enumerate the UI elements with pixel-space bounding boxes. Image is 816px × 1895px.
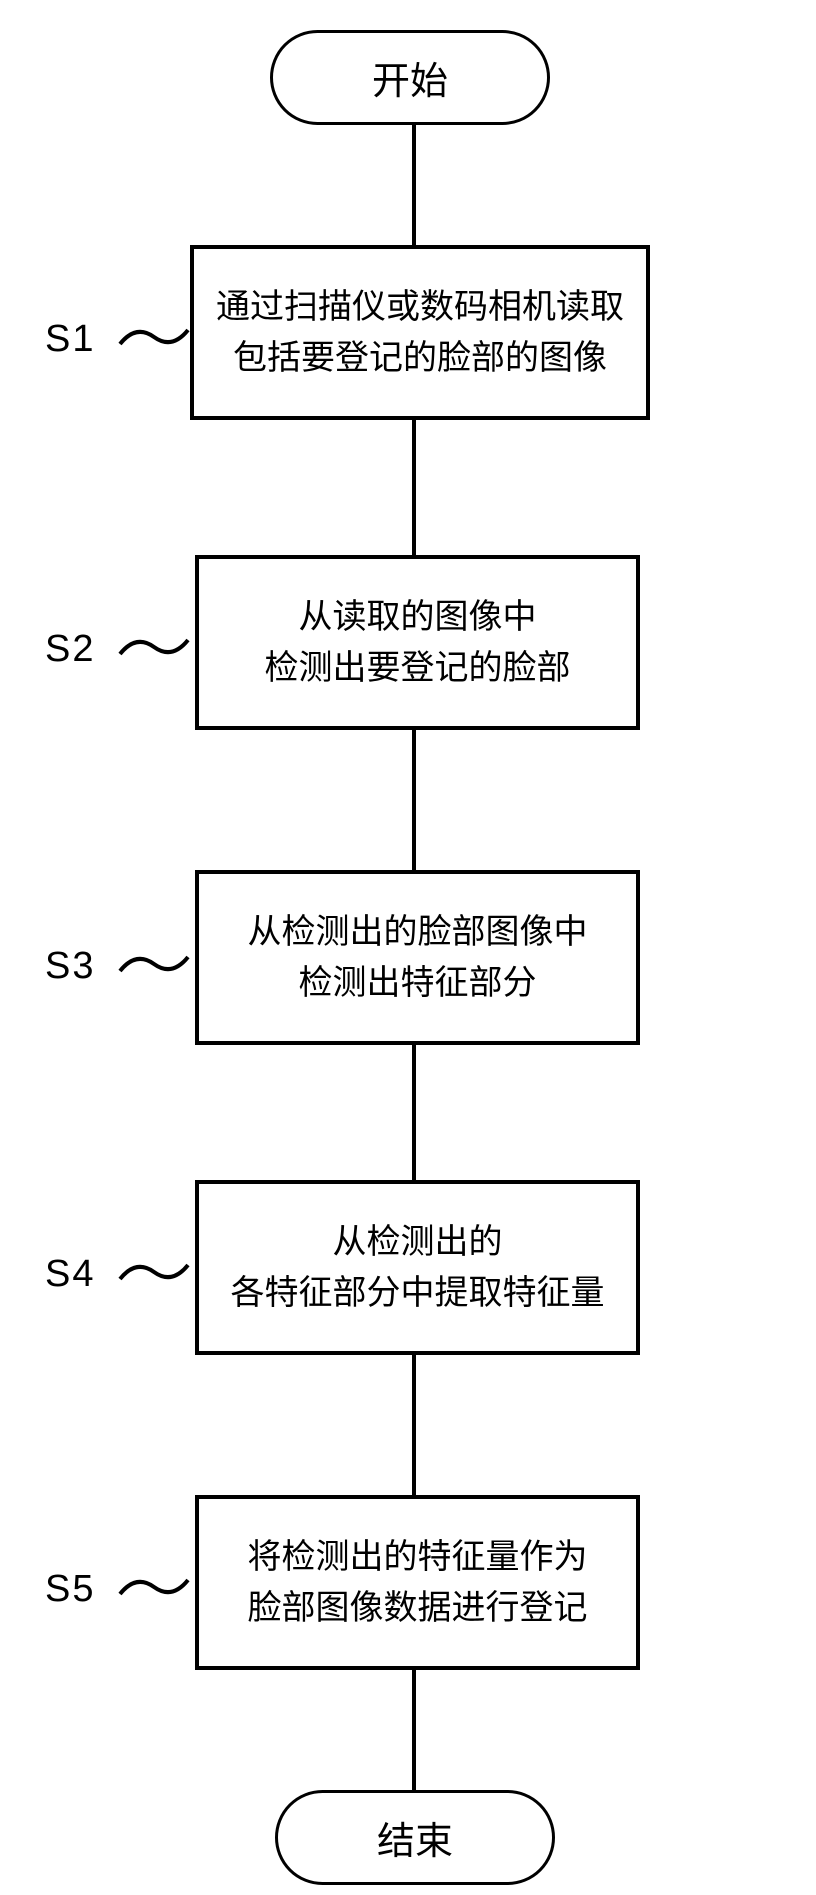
process-s3: 从检测出的脸部图像中 检测出特征部分: [195, 870, 640, 1045]
step-label-s3: S3: [45, 945, 95, 988]
step-label-s5: S5: [45, 1568, 95, 1611]
tilde-s4: [118, 1257, 190, 1287]
connector-0: [412, 125, 416, 245]
tilde-s5: [118, 1572, 190, 1602]
s3-line1: 从检测出的脸部图像中: [248, 907, 588, 958]
flowchart-container: 开始 S1 通过扫描仪或数码相机读取 包括要登记的脸部的图像 S2 从读取的图像…: [0, 0, 816, 1895]
process-s1: 通过扫描仪或数码相机读取 包括要登记的脸部的图像: [190, 245, 650, 420]
step-label-s1: S1: [45, 318, 95, 361]
connector-2: [412, 730, 416, 870]
s2-line2: 检测出要登记的脸部: [265, 643, 571, 694]
start-terminator: 开始: [270, 30, 550, 125]
connector-3: [412, 1045, 416, 1180]
s3-line2: 检测出特征部分: [299, 958, 537, 1009]
end-text: 结束: [377, 1810, 453, 1865]
s5-line1: 将检测出的特征量作为: [248, 1532, 588, 1583]
s1-line2: 包括要登记的脸部的图像: [233, 333, 607, 384]
tilde-s1: [118, 322, 190, 352]
connector-1: [412, 420, 416, 555]
connector-4: [412, 1355, 416, 1495]
tilde-s2: [118, 632, 190, 662]
step-label-s2: S2: [45, 628, 95, 671]
step-label-s4: S4: [45, 1253, 95, 1296]
s2-line1: 从读取的图像中: [299, 592, 537, 643]
process-s5: 将检测出的特征量作为 脸部图像数据进行登记: [195, 1495, 640, 1670]
process-s4: 从检测出的 各特征部分中提取特征量: [195, 1180, 640, 1355]
process-s2: 从读取的图像中 检测出要登记的脸部: [195, 555, 640, 730]
end-terminator: 结束: [275, 1790, 555, 1885]
tilde-s3: [118, 949, 190, 979]
s4-line2: 各特征部分中提取特征量: [231, 1268, 605, 1319]
s5-line2: 脸部图像数据进行登记: [248, 1583, 588, 1634]
connector-5: [412, 1670, 416, 1790]
s4-line1: 从检测出的: [333, 1217, 503, 1268]
s1-line1: 通过扫描仪或数码相机读取: [216, 282, 624, 333]
start-text: 开始: [372, 50, 448, 105]
